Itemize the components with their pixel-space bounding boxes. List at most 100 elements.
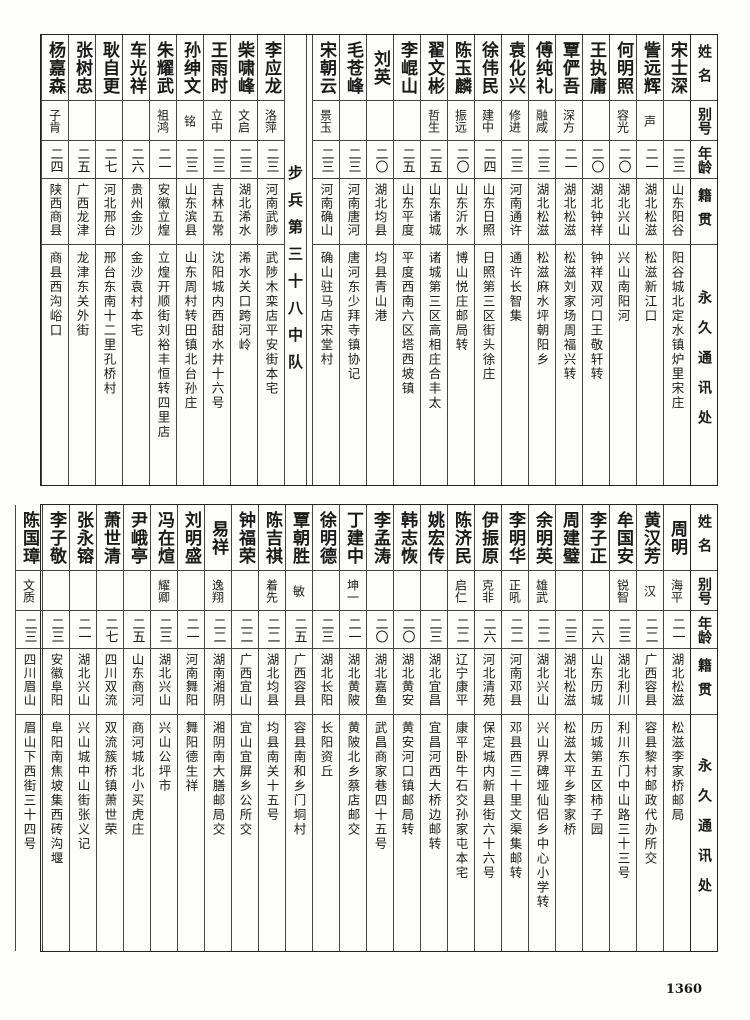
record-alias: [367, 101, 393, 141]
record-native: 湖北兴山: [151, 649, 177, 715]
record-address: 沈阳城内西甜水井十六号: [209, 251, 225, 411]
record-address: 武昌商家巷四十五号: [372, 721, 388, 852]
record-age: 二三: [177, 141, 203, 179]
record-name: 徐伟民: [475, 35, 501, 101]
record-name: 李明华: [502, 505, 528, 571]
record-native: 辽宁康平: [448, 649, 474, 715]
record-age: 二三: [151, 611, 177, 649]
record-address: 确山驻马店宋堂村: [318, 251, 334, 367]
record-column: 柴啸峰 文启 二三 湖北浠水 浠水关口跨河岭: [230, 35, 257, 485]
record-alias: [123, 101, 149, 141]
record-name: 毛苍峰: [340, 35, 366, 101]
record-name: 李子正: [583, 505, 609, 571]
record-age: 二五: [69, 141, 95, 179]
record-column: 尹峨亭 二五 山东商河 商河城北小买虎庄: [123, 505, 150, 951]
record-column: 徐明德 二三 湖北长阳 长阳资丘: [312, 505, 339, 951]
record-name: 丁建中: [340, 505, 366, 571]
record-alias: [556, 571, 582, 611]
record-column: 何明照 容光 二〇 湖北兴山 兴山南阳河: [609, 35, 636, 485]
record-age: 二三: [421, 611, 447, 649]
record-alias: 深方: [556, 101, 582, 141]
record-name: 车光祥: [123, 35, 149, 101]
roster-table-top: 姓名 别号 年龄 籍贯 永久通讯处 宋士深 二三 山东阳谷 阳谷城北定水镇炉里宋庄 訾远辉声二一湖…: [40, 34, 718, 486]
record-alias: 正吼: [502, 571, 528, 611]
record-age: 二五: [421, 141, 447, 179]
record-name: 杨嘉森: [42, 35, 68, 101]
record-age: 二三: [502, 141, 528, 179]
record-alias: 铭: [177, 101, 203, 141]
record-name: 孙绅文: [177, 35, 203, 101]
record-column: 宋士深 二三 山东阳谷 阳谷城北定水镇炉里宋庄: [663, 35, 690, 485]
record-age: 二一: [637, 141, 663, 179]
record-alias: [421, 571, 447, 611]
record-column: 陈玉麟 振远 二〇 山东沂水 博山悦庄邮局转: [447, 35, 474, 485]
record-age: 二三: [258, 141, 284, 179]
record-age: 二七: [96, 141, 122, 179]
unit-divider: 步兵第三十八中队: [284, 35, 306, 485]
record-column: 傅纯礼 融咸 二三 湖北松滋 松滋麻水坪朝阳乡: [528, 35, 555, 485]
record-name: 陈国璋: [16, 505, 42, 571]
record-native: 安徽立煌: [150, 179, 176, 245]
record-address: 宜昌河西大桥边邮转: [426, 721, 442, 852]
record-address: 立煌开顺街刘裕丰恒转四里店: [155, 251, 171, 440]
record-address: 松滋太平乡李家桥: [561, 721, 577, 837]
record-native: 湖北均县: [367, 179, 393, 245]
record-age: 二二: [232, 611, 258, 649]
record-age: 二五: [286, 611, 312, 649]
record-column: 车光祥 二六 贵州金沙 金沙袁村本宅: [122, 35, 149, 485]
record-column: 余明英 雄武 二二 湖北兴山 兴山界碑垭仙侣乡中心小学转: [528, 505, 555, 951]
record-age: 二〇: [394, 611, 420, 649]
record-address: 金沙袁村本宅: [128, 251, 144, 338]
record-column: 覃俨吾 深方 二一 湖北松滋 松滋刘家场周福兴转: [555, 35, 582, 485]
header-native: 籍贯: [691, 179, 717, 245]
header-column: 姓名 别号 年龄 籍贯 永久通讯处: [690, 505, 717, 951]
record-address: 邢台东南十二里孔桥村: [101, 251, 117, 396]
record-alias: 景玉: [313, 101, 339, 141]
record-name: 訾远辉: [637, 35, 663, 101]
record-column: 訾远辉声二一 湖北松滋 松滋新江口: [636, 35, 663, 485]
record-age: 二三: [313, 611, 339, 649]
record-age: 二一: [178, 611, 204, 649]
record-alias: 海平: [664, 571, 690, 611]
record-alias: 逸翔: [205, 571, 231, 611]
record-name: 傅纯礼: [529, 35, 555, 101]
record-native: 贵州金沙: [123, 179, 149, 245]
record-native: 湖北兴山: [70, 649, 96, 715]
record-age: 二三: [204, 141, 230, 179]
record-alias: 修进: [502, 101, 528, 141]
record-age: 二三: [231, 141, 257, 179]
record-age: 二六: [475, 611, 501, 649]
record-column: 刘英 二〇 湖北均县 均县青山港: [366, 35, 393, 485]
record-age: 二四: [42, 141, 68, 179]
record-name: 覃朝胜: [286, 505, 312, 571]
record-address: 通许长智集: [507, 251, 523, 324]
record-native: 湖北兴山: [610, 179, 636, 245]
record-name: 牟国安: [610, 505, 636, 571]
record-column: 张永镕 二一 湖北兴山 兴山城中山街张义记: [69, 505, 96, 951]
record-column: 宋朝云 景玉 二三 河南确山 确山驻马店宋堂村: [312, 35, 339, 485]
record-age: 二三: [16, 611, 42, 649]
record-native: 山东历城: [583, 649, 609, 715]
record-name: 张永镕: [70, 505, 96, 571]
header-age: 年龄: [691, 611, 717, 649]
record-column: 徐伟民 建中 二四 山东日照 日照第三区街头徐庄: [474, 35, 501, 485]
header-alias: 别号: [691, 571, 717, 611]
record-address: 舞阳德生祥: [183, 721, 199, 794]
record-age: 二三: [664, 141, 690, 179]
record-native: 湖北松滋: [664, 649, 690, 715]
record-column: 张树忠 二五 广西龙津 龙津东关外街: [68, 35, 95, 485]
record-address: 历城第五区柿子园: [588, 721, 604, 837]
roster-table-bottom: 姓名 别号 年龄 籍贯 永久通讯处 周明 海平 二一 湖北松滋 松滋李家桥邮局 黄汉芳汉二二 广西容县…: [15, 504, 718, 952]
record-column: 陈国璋 文质 二三 四川眉山 眉山下西街三十四号: [15, 505, 42, 951]
record-alias: 子肯: [42, 101, 68, 141]
record-name: 徐明德: [313, 505, 339, 571]
record-native: 湖北长阳: [313, 649, 339, 715]
record-alias: 振远: [448, 101, 474, 141]
record-alias: 建中: [475, 101, 501, 141]
record-address: 双流簇桥镇萧世荣: [102, 721, 118, 837]
record-native: 河南确山: [313, 179, 339, 245]
record-alias: 锐智: [610, 571, 636, 611]
record-column: 毛苍峰 二三 河南唐河 唐河东少拜寺镇协记: [339, 35, 366, 485]
record-alias: 容光: [610, 101, 636, 141]
header-address: 永久通讯处: [696, 758, 712, 908]
